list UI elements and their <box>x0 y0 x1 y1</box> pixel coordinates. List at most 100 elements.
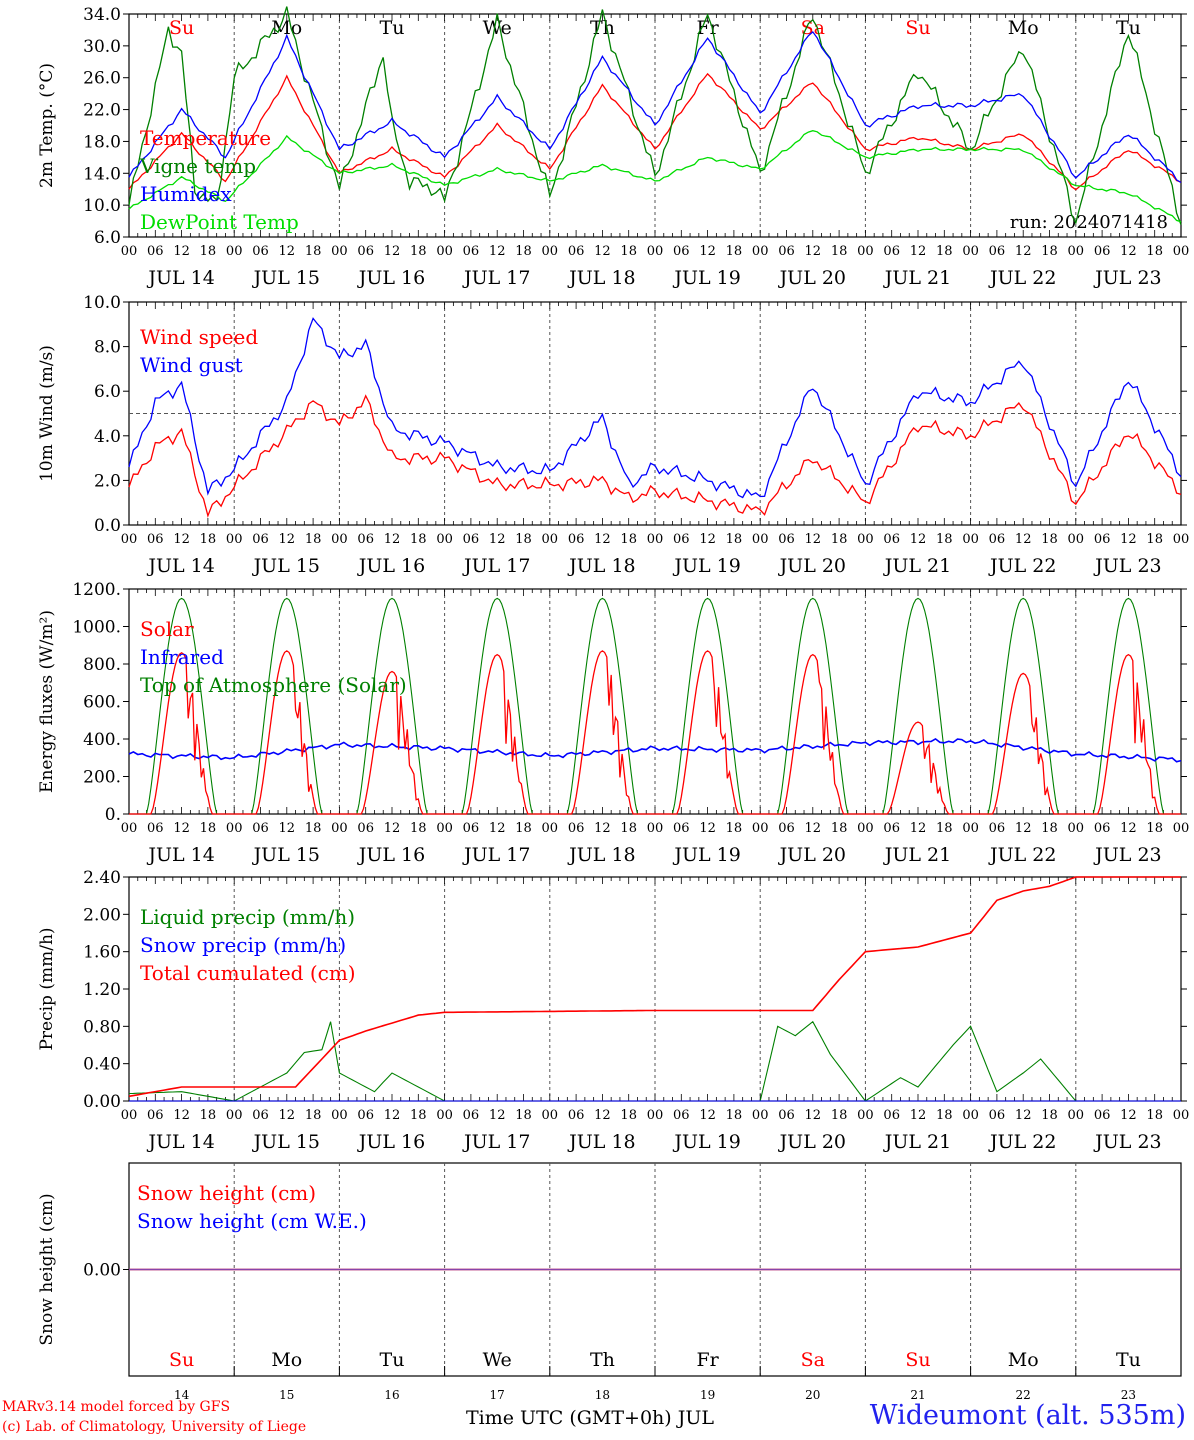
date-label: JUL 21 <box>883 555 951 577</box>
hour-label: 00 <box>331 244 348 259</box>
hour-label: 00 <box>962 244 979 259</box>
hour-label: 00 <box>331 1108 348 1123</box>
weekday-label: Th <box>590 1349 615 1371</box>
hour-label: 12 <box>279 532 296 547</box>
hour-label: 12 <box>1120 532 1137 547</box>
day-number: 20 <box>805 1388 820 1402</box>
hour-label: 12 <box>489 1108 506 1123</box>
hour-label: 00 <box>1173 821 1190 836</box>
y-axis-title: 10m Wind (m/s) <box>37 345 57 482</box>
panel-3-frame <box>128 588 1182 815</box>
y-tick-label: 10.0 <box>83 293 121 313</box>
hour-label: 00 <box>857 244 874 259</box>
legend-entry: Top of Atmosphere (Solar) <box>140 673 407 697</box>
hour-label: 12 <box>384 244 401 259</box>
y-tick-label: 14.0 <box>83 164 121 184</box>
y-tick-label: 2.00 <box>83 905 121 925</box>
hour-label: 18 <box>305 244 322 259</box>
hour-label: 18 <box>726 1108 743 1123</box>
y-tick-label: 2.0 <box>94 471 121 491</box>
day-number: 18 <box>595 1388 610 1402</box>
y-axis-title: 2m Temp. (°C) <box>37 63 57 188</box>
date-label: JUL 15 <box>252 555 320 577</box>
hour-label: 18 <box>936 1108 953 1123</box>
series-1 <box>128 6 1182 225</box>
date-label: JUL 18 <box>567 555 635 577</box>
hour-label: 06 <box>252 532 269 547</box>
hour-label: 18 <box>515 821 532 836</box>
y-tick-label: 22.0 <box>83 101 121 121</box>
hour-label: 06 <box>568 1108 585 1123</box>
date-label: JUL 22 <box>988 844 1056 866</box>
date-label: JUL 14 <box>146 555 214 577</box>
hour-label: 12 <box>489 821 506 836</box>
hour-label: 06 <box>568 244 585 259</box>
weekday-label: We <box>483 17 512 39</box>
hour-label: 12 <box>384 1108 401 1123</box>
hour-label: 12 <box>594 1108 611 1123</box>
hour-label: 12 <box>699 532 716 547</box>
hour-label: 06 <box>357 821 374 836</box>
hour-label: 00 <box>857 532 874 547</box>
hour-label: 06 <box>883 821 900 836</box>
date-label: JUL 15 <box>252 1131 320 1153</box>
hour-label: 12 <box>173 532 190 547</box>
hour-label: 06 <box>778 532 795 547</box>
weekday-label: Fr <box>696 1349 719 1371</box>
hour-label: 06 <box>673 1108 690 1123</box>
hour-label: 00 <box>436 244 453 259</box>
hour-label: 12 <box>489 244 506 259</box>
weekday-label: Su <box>169 1349 194 1371</box>
hour-label: 00 <box>962 1108 979 1123</box>
hour-label: 06 <box>673 821 690 836</box>
hour-label: 00 <box>436 532 453 547</box>
hour-label: 06 <box>463 1108 480 1123</box>
hour-label: 06 <box>147 821 164 836</box>
hour-label: 00 <box>1173 244 1190 259</box>
weekday-label: Fr <box>696 17 719 39</box>
hour-label: 06 <box>147 532 164 547</box>
hour-label: 18 <box>1041 1108 1058 1123</box>
hour-label: 12 <box>1015 821 1032 836</box>
hour-label: 18 <box>831 821 848 836</box>
date-label: JUL 18 <box>567 267 635 289</box>
day-number: 15 <box>279 1388 294 1402</box>
hour-label: 00 <box>542 244 559 259</box>
hour-label: 18 <box>831 532 848 547</box>
y-tick-label: 8.0 <box>94 338 121 358</box>
date-label: JUL 17 <box>462 555 530 577</box>
y-tick-label: 0.00 <box>83 1261 121 1281</box>
hour-label: 18 <box>936 244 953 259</box>
y-tick-label: 2.40 <box>83 868 121 888</box>
hour-label: 00 <box>121 821 138 836</box>
legend-entry: Solar <box>140 617 194 641</box>
y-tick-label: 6.0 <box>94 382 121 402</box>
hour-label: 12 <box>1120 1108 1137 1123</box>
hour-label: 18 <box>831 1108 848 1123</box>
hour-label: 06 <box>568 532 585 547</box>
run-label: run: 2024071418 <box>1010 212 1168 233</box>
hour-label: 18 <box>305 1108 322 1123</box>
y-tick-label: 0.40 <box>83 1055 121 1075</box>
hour-label: 00 <box>1068 244 1085 259</box>
hour-label: 06 <box>147 1108 164 1123</box>
legend-entry: Snow precip (mm/h) <box>140 933 346 957</box>
station-label: Wideumont (alt. 535m) <box>869 1400 1186 1431</box>
y-tick-label: 18.0 <box>83 132 121 152</box>
series-0 <box>128 394 1182 518</box>
date-label: JUL 16 <box>357 844 425 866</box>
hour-label: 18 <box>410 821 427 836</box>
hour-label: 00 <box>647 821 664 836</box>
hour-label: 06 <box>989 821 1006 836</box>
hour-label: 18 <box>200 821 217 836</box>
hour-label: 12 <box>699 821 716 836</box>
y-tick-label: 6.0 <box>94 228 121 248</box>
date-label: JUL 19 <box>672 267 740 289</box>
hour-label: 18 <box>936 532 953 547</box>
weekday-label: Mo <box>271 17 302 39</box>
y-tick-label: 600. <box>83 693 121 713</box>
weekday-label: Su <box>905 17 930 39</box>
hour-label: 12 <box>173 244 190 259</box>
date-label: JUL 20 <box>778 555 846 577</box>
